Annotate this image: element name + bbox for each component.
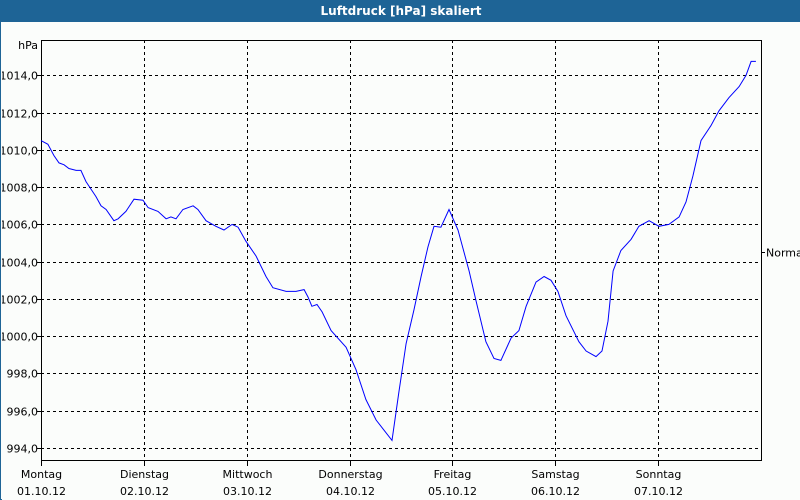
x-tick-day: Mittwoch	[223, 468, 273, 481]
x-tick-day: Samstag	[531, 468, 579, 481]
plot-frame	[41, 40, 762, 461]
y-tick-label: 1004,0	[2, 257, 38, 270]
y-tick-label: 1006,0	[2, 219, 38, 232]
y-tick-label: 1010,0	[2, 145, 38, 158]
y-axis-label: hPa	[18, 39, 38, 52]
y-tick-label: 1008,0	[2, 182, 38, 195]
x-tick-day: Montag	[21, 468, 62, 481]
x-tick-date: 04.10.12	[326, 485, 375, 498]
x-tick-day: Donnerstag	[318, 468, 382, 481]
y-tick-label: 1014,0	[2, 70, 38, 83]
pressure-chart: 994,0 996,0 998,0 1000,0 1002,0 1004,0 1006,0 1…	[2, 39, 800, 498]
x-tick-date: 05.10.12	[428, 485, 477, 498]
x-tick-date: 03.10.12	[223, 485, 272, 498]
x-tick-date: 07.10.12	[634, 485, 683, 498]
x-tick-date: 01.10.12	[17, 485, 66, 498]
x-tick-day: Dienstag	[120, 468, 169, 481]
y-tick-label: 994,0	[7, 443, 39, 456]
chart-body: 994,0 996,0 998,0 1000,0 1002,0 1004,0 1006,0 1…	[2, 22, 800, 500]
x-tick-date: 02.10.12	[120, 485, 169, 498]
pressure-line	[40, 60, 756, 442]
x-tick-day: Freitag	[434, 468, 472, 481]
normal-marker-label: Normal	[766, 247, 800, 260]
y-tick-label: 998,0	[7, 368, 39, 381]
y-tick-label: 996,0	[7, 406, 39, 419]
y-tick-label: 1002,0	[2, 294, 38, 307]
x-tick-day: Sonntag	[636, 468, 682, 481]
y-tick-label: 1000,0	[2, 331, 38, 344]
y-tick-label: 1012,0	[2, 108, 38, 121]
x-tick-date: 06.10.12	[531, 485, 580, 498]
chart-title: Luftdruck [hPa] skaliert	[1, 1, 800, 22]
